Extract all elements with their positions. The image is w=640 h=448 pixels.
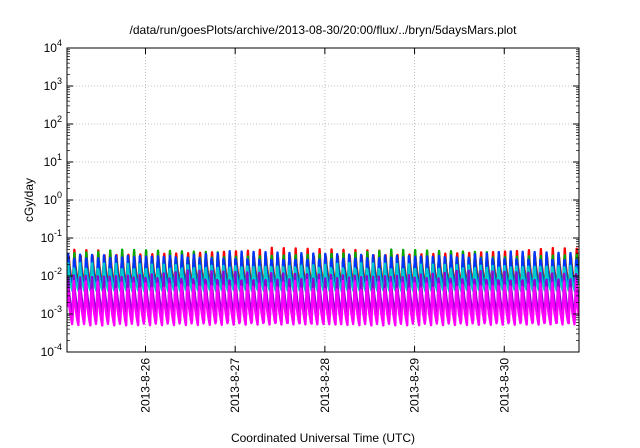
series-group xyxy=(67,246,579,327)
x-tick-label: 2013-8-28 xyxy=(318,358,332,413)
x-tick-label: 2013-8-29 xyxy=(408,358,422,413)
series-line xyxy=(67,278,579,327)
x-tick-label: 2013-8-26 xyxy=(138,358,152,413)
y-tick-label: 10-4 xyxy=(41,342,62,359)
y-axis-title: cGy/day xyxy=(22,178,36,222)
y-tick-label: 10-2 xyxy=(41,266,62,283)
chart-title: /data/run/goesPlots/archive/2013-08-30/2… xyxy=(130,23,518,37)
y-tick-label: 10-1 xyxy=(41,228,62,245)
y-tick-label: 104 xyxy=(44,38,62,55)
y-tick-label: 102 xyxy=(44,114,62,131)
y-axis: 10-4 10-3 10-2 10-1 100 101 102 103 104 xyxy=(41,38,579,359)
x-axis: 2013-8-26 2013-8-27 2013-8-28 2013-8-29 2013… xyxy=(138,48,511,413)
y-tick-label: 100 xyxy=(44,190,62,207)
x-tick-label: 2013-8-27 xyxy=(228,358,242,413)
x-tick-label: 2013-8-30 xyxy=(497,358,511,413)
y-tick-label: 10-3 xyxy=(41,304,62,321)
y-tick-label: 101 xyxy=(44,152,62,169)
y-tick-label: 103 xyxy=(44,76,62,93)
x-axis-title: Coordinated Universal Time (UTC) xyxy=(231,431,415,445)
